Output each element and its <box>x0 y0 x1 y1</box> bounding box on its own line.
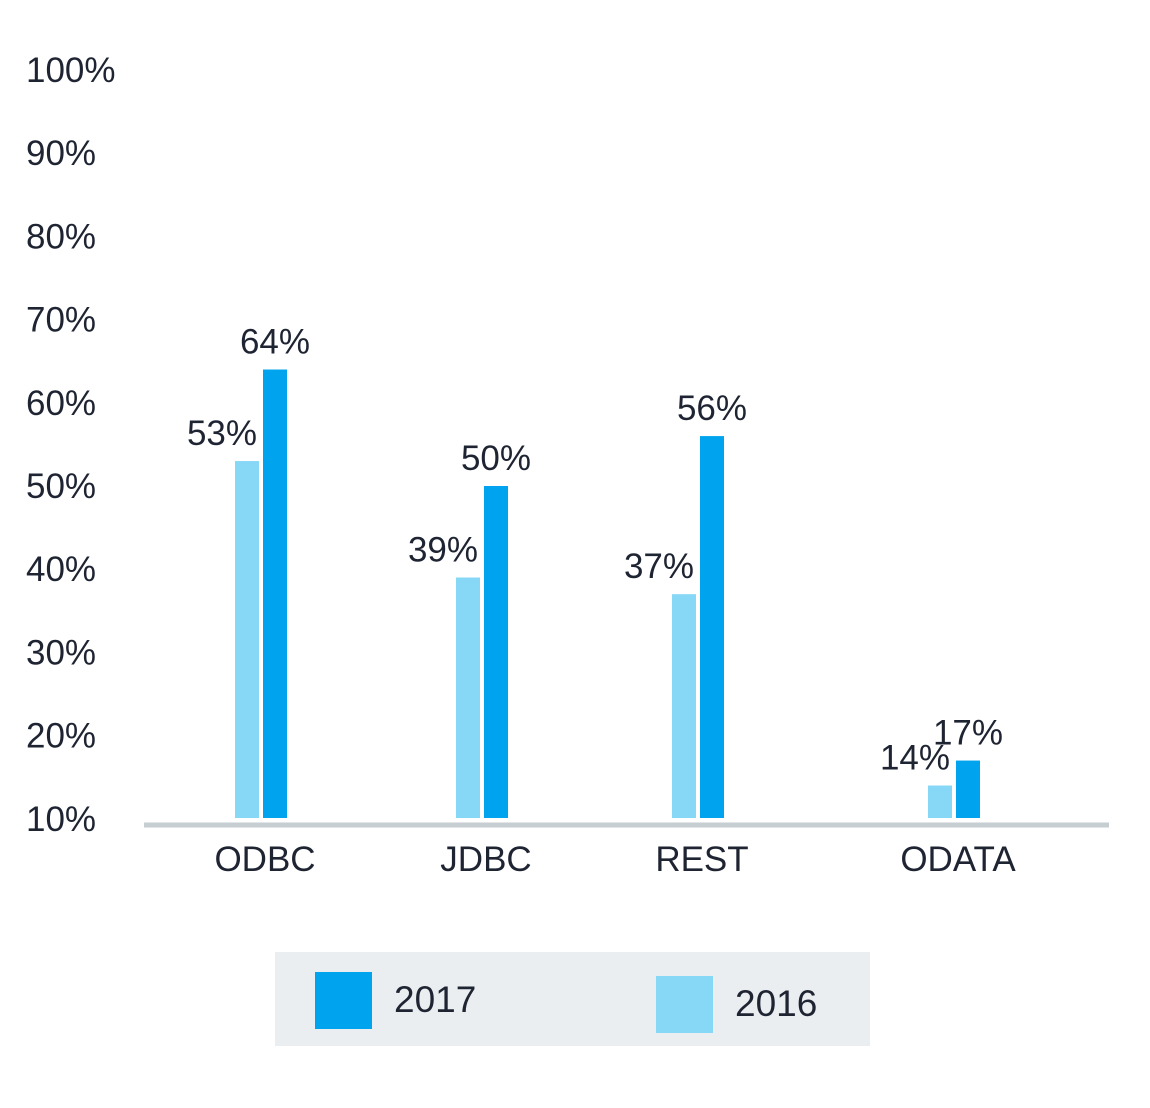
bars <box>235 369 980 818</box>
y-tick-label: 20% <box>26 717 96 756</box>
data-label-rest-2017: 56% <box>677 389 747 428</box>
data-label-odbc-2017: 64% <box>240 323 310 362</box>
y-tick-label: 80% <box>26 217 96 256</box>
bar-jdbc-2016 <box>456 577 480 818</box>
category-label-odbc: ODBC <box>214 840 315 879</box>
bar-rest-2016 <box>672 594 696 818</box>
bar-odbc-2017 <box>263 369 287 818</box>
category-label-odata: ODATA <box>900 840 1016 879</box>
data-label-odata-2016: 14% <box>880 739 950 778</box>
bar-odata-2016 <box>928 785 952 818</box>
data-label-jdbc-2016: 39% <box>408 531 478 570</box>
category-label-rest: REST <box>655 840 748 879</box>
y-tick-label: 10% <box>26 800 96 839</box>
legend-label-2017: 2017 <box>394 979 477 1020</box>
bar-odbc-2016 <box>235 461 259 818</box>
y-axis-ticks: 10% 20% 30% 40% 50% 60% 70% 80% 90% 100% <box>26 51 116 839</box>
category-label-jdbc: JDBC <box>440 840 531 879</box>
legend-label-2016: 2016 <box>735 983 818 1024</box>
legend-swatch-2017 <box>315 971 372 1029</box>
legend-item-2017: 2017 <box>315 971 477 1029</box>
bar-rest-2017 <box>700 436 724 818</box>
bar-jdbc-2017 <box>484 486 508 818</box>
y-tick-label: 50% <box>26 467 96 506</box>
data-label-odata-2017: 17% <box>933 714 1003 753</box>
bar-odata-2017 <box>956 760 980 818</box>
x-axis-category-labels: ODBC JDBC REST ODATA <box>214 840 1016 879</box>
data-label-jdbc-2017: 50% <box>461 439 531 478</box>
data-labels: 53% 64% 39% 50% 37% 56% 14%17% <box>187 323 1003 778</box>
y-tick-label: 40% <box>26 550 96 589</box>
y-tick-label: 60% <box>26 384 96 423</box>
data-label-odbc-2016: 53% <box>187 414 257 453</box>
legend-item-2016: 2016 <box>656 975 818 1033</box>
y-tick-label: 30% <box>26 633 96 672</box>
data-label-rest-2016: 37% <box>624 547 694 586</box>
legend: 2017 2016 <box>275 952 870 1046</box>
bar-chart: 10% 20% 30% 40% 50% 60% 70% 80% 90% 100% 53% 64% 39… <box>26 51 1109 879</box>
y-tick-label: 100% <box>26 51 116 90</box>
y-tick-label: 90% <box>26 134 96 173</box>
y-tick-label: 70% <box>26 301 96 340</box>
legend-swatch-2016 <box>656 975 713 1033</box>
